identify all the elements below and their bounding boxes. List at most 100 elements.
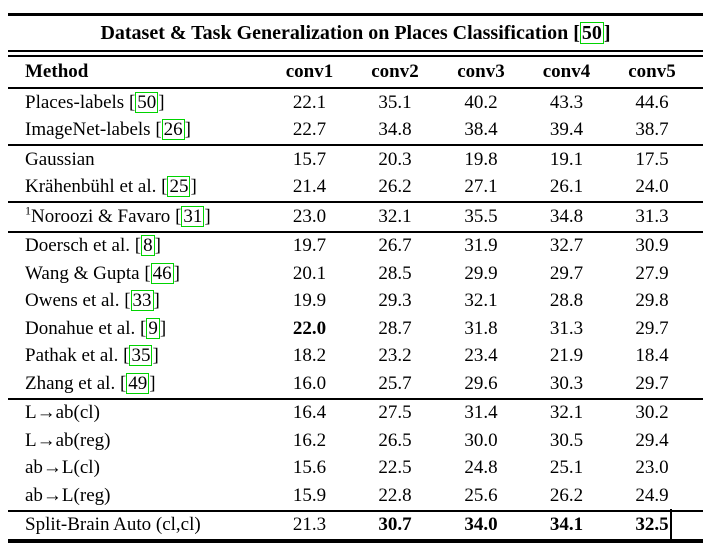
table-group: Gaussian 15.7 20.3 19.8 19.1 17.5 Krähenbühl e… (8, 144, 703, 201)
citation-ref-box[interactable]: 25 (167, 176, 191, 198)
value-cell: 31.3 (635, 205, 669, 227)
double-rule (8, 50, 703, 57)
citation: 35 (123, 345, 159, 367)
table-row: Wang & Gupta 46 20.1 28.5 29.9 29.7 27.9 (8, 260, 703, 288)
value-cell: 26.2 (549, 484, 584, 506)
method-cell: L→ab(cl) (25, 402, 100, 424)
value-cell: 30.9 (635, 235, 669, 257)
citation: 31 (175, 205, 211, 227)
value-cell: 25.6 (464, 484, 498, 506)
value-cell: 21.4 (292, 176, 327, 198)
table-row: Gaussian 15.7 20.3 19.8 19.1 17.5 (8, 146, 703, 174)
value-cell: 22.8 (378, 484, 412, 506)
value-cell: 29.7 (549, 262, 584, 284)
table-row: ab→L(reg) 15.9 22.8 25.6 26.2 24.9 (8, 482, 703, 510)
value-cell: 18.4 (635, 345, 669, 367)
method-cell: Places-labels 50 (8, 91, 267, 114)
footnote-marker: 1 (25, 203, 31, 218)
value-cell: 43.3 (549, 91, 584, 113)
citation-ref-box[interactable]: 9 (146, 317, 160, 339)
citation-ref-box[interactable]: 26 (161, 119, 185, 141)
value-cell: 27.5 (378, 402, 412, 424)
table-row: ab→L(cl) 15.6 22.5 24.8 25.1 23.0 (8, 455, 703, 483)
table-row: Places-labels 50 22.1 35.1 40.2 43.3 44.6 (8, 89, 703, 117)
table-group: Places-labels 50 22.1 35.1 40.2 43.3 44.6 Imag… (8, 89, 703, 144)
method-cell: Wang & Gupta 46 (8, 262, 267, 285)
value-cell: 34.8 (378, 119, 412, 141)
value-cell: 23.0 (292, 205, 327, 227)
value-cell: 32.1 (549, 402, 584, 424)
method-cell: ab→L(reg) (25, 484, 111, 506)
value-cell: 30.7 (378, 514, 412, 536)
citation-ref-box[interactable]: 33 (130, 290, 154, 312)
value-cell: 15.6 (292, 457, 327, 479)
table-row: Doersch et al. 8 19.7 26.7 31.9 32.7 30.9 (8, 233, 703, 261)
value-cell: 24.8 (464, 457, 498, 479)
value-cell: 38.7 (635, 119, 669, 141)
value-cell: 26.1 (549, 176, 584, 198)
citation-ref-box[interactable]: 46 (150, 262, 174, 284)
citation-ref-box[interactable]: 49 (126, 372, 150, 394)
column-header-conv5: conv5 (628, 61, 676, 82)
value-cell: 29.3 (378, 290, 412, 312)
value-cell: 39.4 (549, 119, 584, 141)
value-cell: 29.7 (635, 372, 669, 394)
method-cell: ImageNet-labels 26 (8, 119, 267, 141)
value-cell: 16.4 (292, 402, 327, 424)
method-cell: ab→L(cl) (25, 457, 100, 479)
value-cell: 15.9 (292, 484, 327, 506)
value-cell: 34.0 (464, 514, 498, 536)
value-cell: 19.8 (464, 148, 498, 170)
column-header-conv2: conv2 (371, 61, 419, 82)
table-group: 1Noroozi & Favaro 31 23.0 32.1 35.5 34.8 31.3 (8, 201, 703, 231)
value-cell: 17.5 (635, 148, 669, 170)
method-cell: Owens et al. 33 (8, 290, 267, 312)
value-cell: 23.4 (464, 345, 498, 367)
table-body: Places-labels 50 22.1 35.1 40.2 43.3 44.6 Imag… (8, 89, 703, 539)
value-cell: 23.2 (378, 345, 412, 367)
citation: 25 (161, 176, 197, 198)
value-cell: 26.7 (378, 235, 412, 257)
value-cell: 28.7 (378, 317, 412, 339)
value-cell: 24.9 (635, 484, 669, 506)
citation-ref-box[interactable]: 50 (135, 91, 159, 113)
citation-ref-box[interactable]: 8 (141, 235, 155, 257)
value-cell: 22.7 (292, 119, 327, 141)
value-cell: 29.8 (635, 290, 669, 312)
value-cell: 19.9 (292, 290, 327, 312)
value-cell: 16.2 (292, 429, 327, 451)
column-header-method: Method (25, 61, 89, 82)
value-cell: 26.5 (378, 429, 412, 451)
value-cell: 27.1 (464, 176, 498, 198)
value-cell: 22.1 (292, 91, 327, 113)
method-cell: Doersch et al. 8 (8, 235, 267, 257)
citation: 8 (135, 235, 161, 257)
citation-ref-box[interactable]: 31 (181, 205, 205, 227)
citation-ref-box[interactable]: 35 (129, 345, 153, 367)
method-cell: Pathak et al. 35 (8, 345, 267, 367)
header-rule (8, 87, 703, 89)
value-cell: 29.4 (635, 429, 669, 451)
title-citation: 50 (573, 21, 610, 45)
table-title-row: Dataset & Task Generalization on Places … (8, 16, 703, 50)
value-cell: 29.6 (464, 372, 498, 394)
value-cell: 24.0 (635, 176, 669, 198)
table-title: Dataset & Task Generalization on Places … (100, 21, 569, 44)
column-header-conv3: conv3 (457, 61, 505, 82)
citation: 9 (140, 317, 166, 339)
table-row: Pathak et al. 35 18.2 23.2 23.4 21.9 18.4 (8, 343, 703, 371)
citation-ref-box[interactable]: 50 (579, 21, 604, 44)
value-cell: 16.0 (292, 372, 327, 394)
table-row: Donahue et al. 9 22.0 28.7 31.8 31.3 29.7 (8, 315, 703, 343)
table-row: Owens et al. 33 19.9 29.3 32.1 28.8 29.8 (8, 288, 703, 316)
table-row: L→ab(cl) 16.4 27.5 31.4 32.1 30.2 (8, 400, 703, 428)
value-cell: 31.9 (464, 235, 498, 257)
value-cell: 21.9 (549, 345, 584, 367)
value-cell: 31.8 (464, 317, 498, 339)
value-cell: 20.3 (378, 148, 412, 170)
top-rule (8, 13, 703, 16)
table-row: 1Noroozi & Favaro 31 23.0 32.1 35.5 34.8 31.3 (8, 203, 703, 231)
citation: 26 (155, 119, 191, 141)
method-cell: Donahue et al. 9 (8, 317, 267, 340)
table-group: Split-Brain Auto (cl,cl) 21.3 30.7 34.0 34.1… (8, 509, 703, 540)
